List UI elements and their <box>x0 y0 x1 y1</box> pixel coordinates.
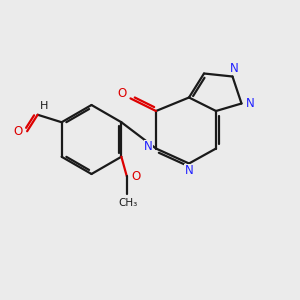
Text: N: N <box>245 97 254 110</box>
Text: O: O <box>14 125 23 138</box>
Text: N: N <box>230 61 238 75</box>
Text: CH₃: CH₃ <box>119 198 138 208</box>
Text: O: O <box>117 87 126 101</box>
Text: N: N <box>184 164 194 178</box>
Text: N: N <box>144 140 153 154</box>
Text: H: H <box>40 101 48 111</box>
Text: O: O <box>131 170 140 183</box>
